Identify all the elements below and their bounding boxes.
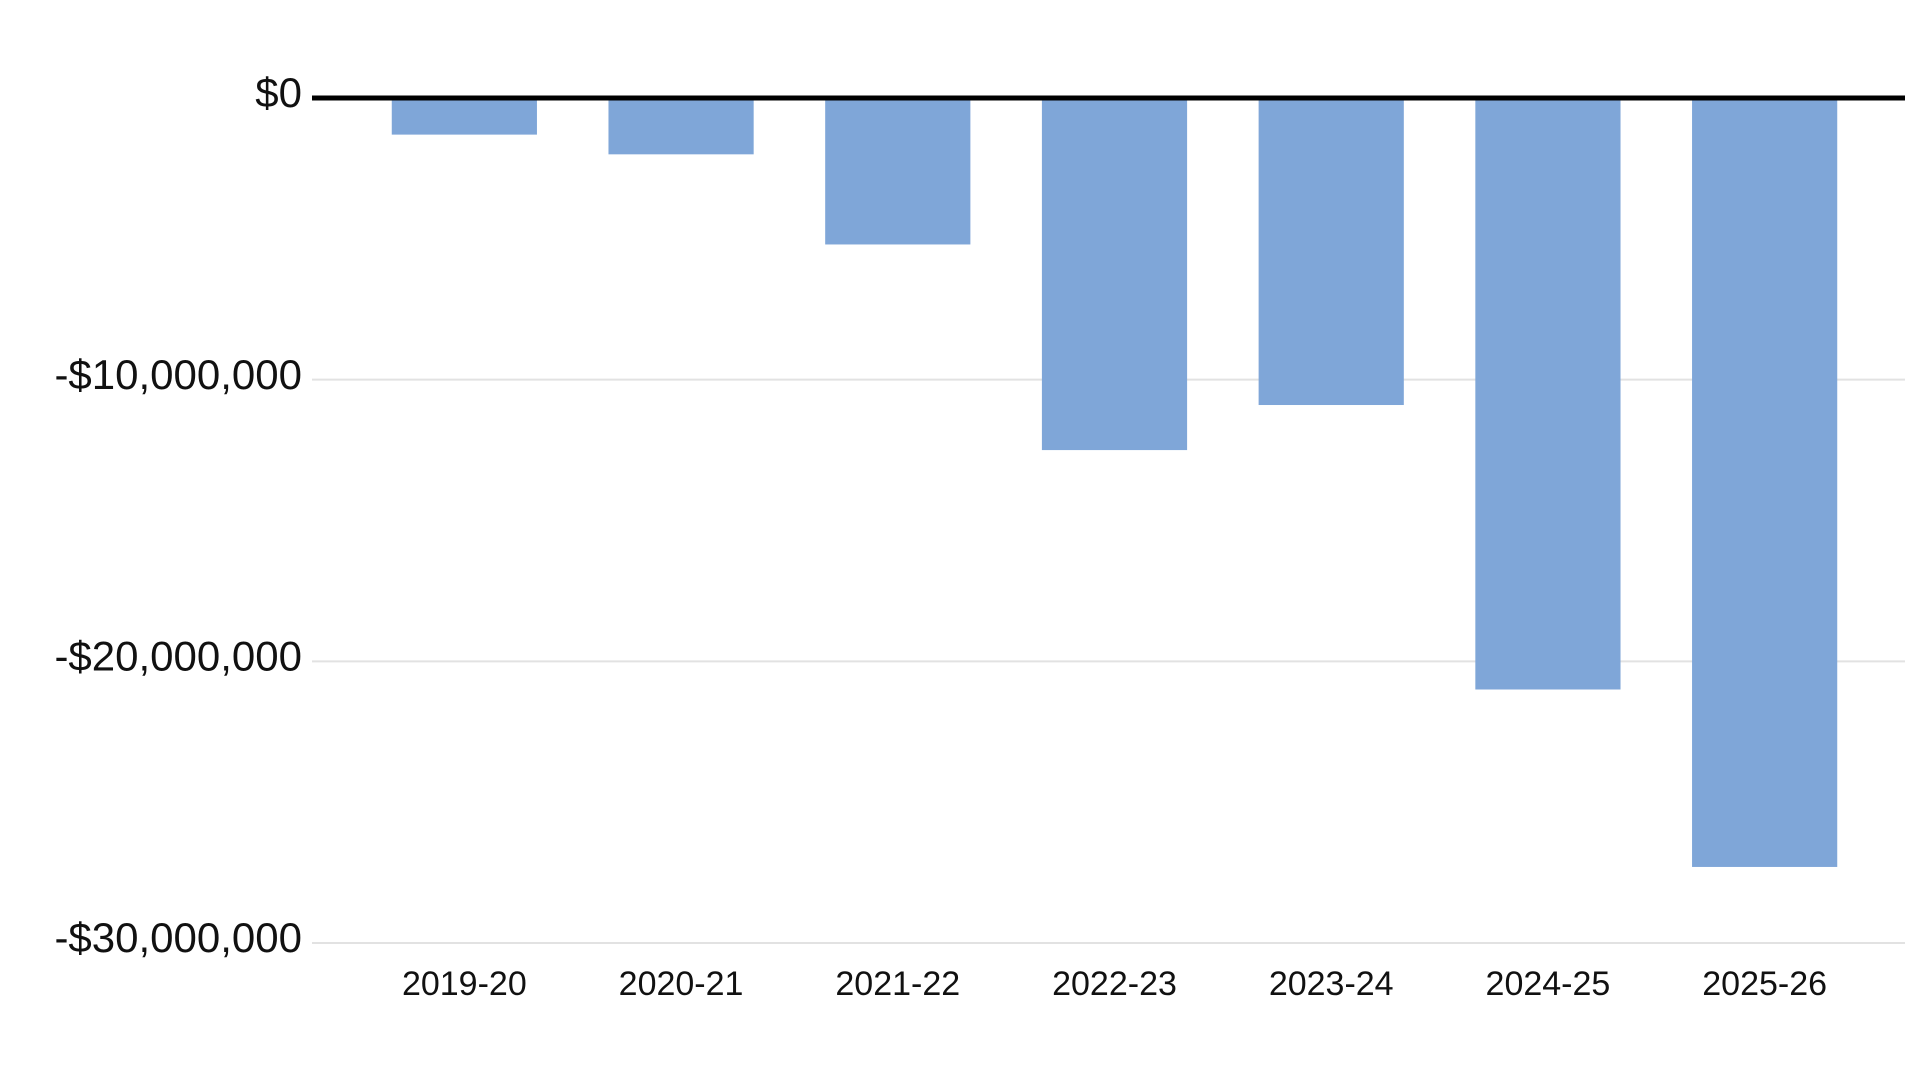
y-tick-label: -$20,000,000 [54,632,302,679]
x-tick-label: 2025-26 [1702,965,1827,1003]
bar [391,98,537,135]
x-tick-label: 2020-21 [619,965,744,1003]
x-tick-label: 2023-24 [1269,965,1394,1003]
x-tick-label: 2022-23 [1052,965,1177,1003]
x-tick-label: 2019-20 [402,965,527,1003]
x-tick-label: 2024-25 [1486,965,1611,1003]
bar [825,98,971,245]
bar [1041,98,1188,451]
bar [1475,98,1621,690]
bar [1692,98,1838,867]
bar [608,98,754,155]
bar [1258,98,1404,406]
y-tick-label: -$30,000,000 [54,914,302,961]
x-tick-label: 2021-22 [835,965,960,1003]
y-tick-label: $0 [255,69,302,116]
y-tick-label: -$10,000,000 [54,351,302,398]
